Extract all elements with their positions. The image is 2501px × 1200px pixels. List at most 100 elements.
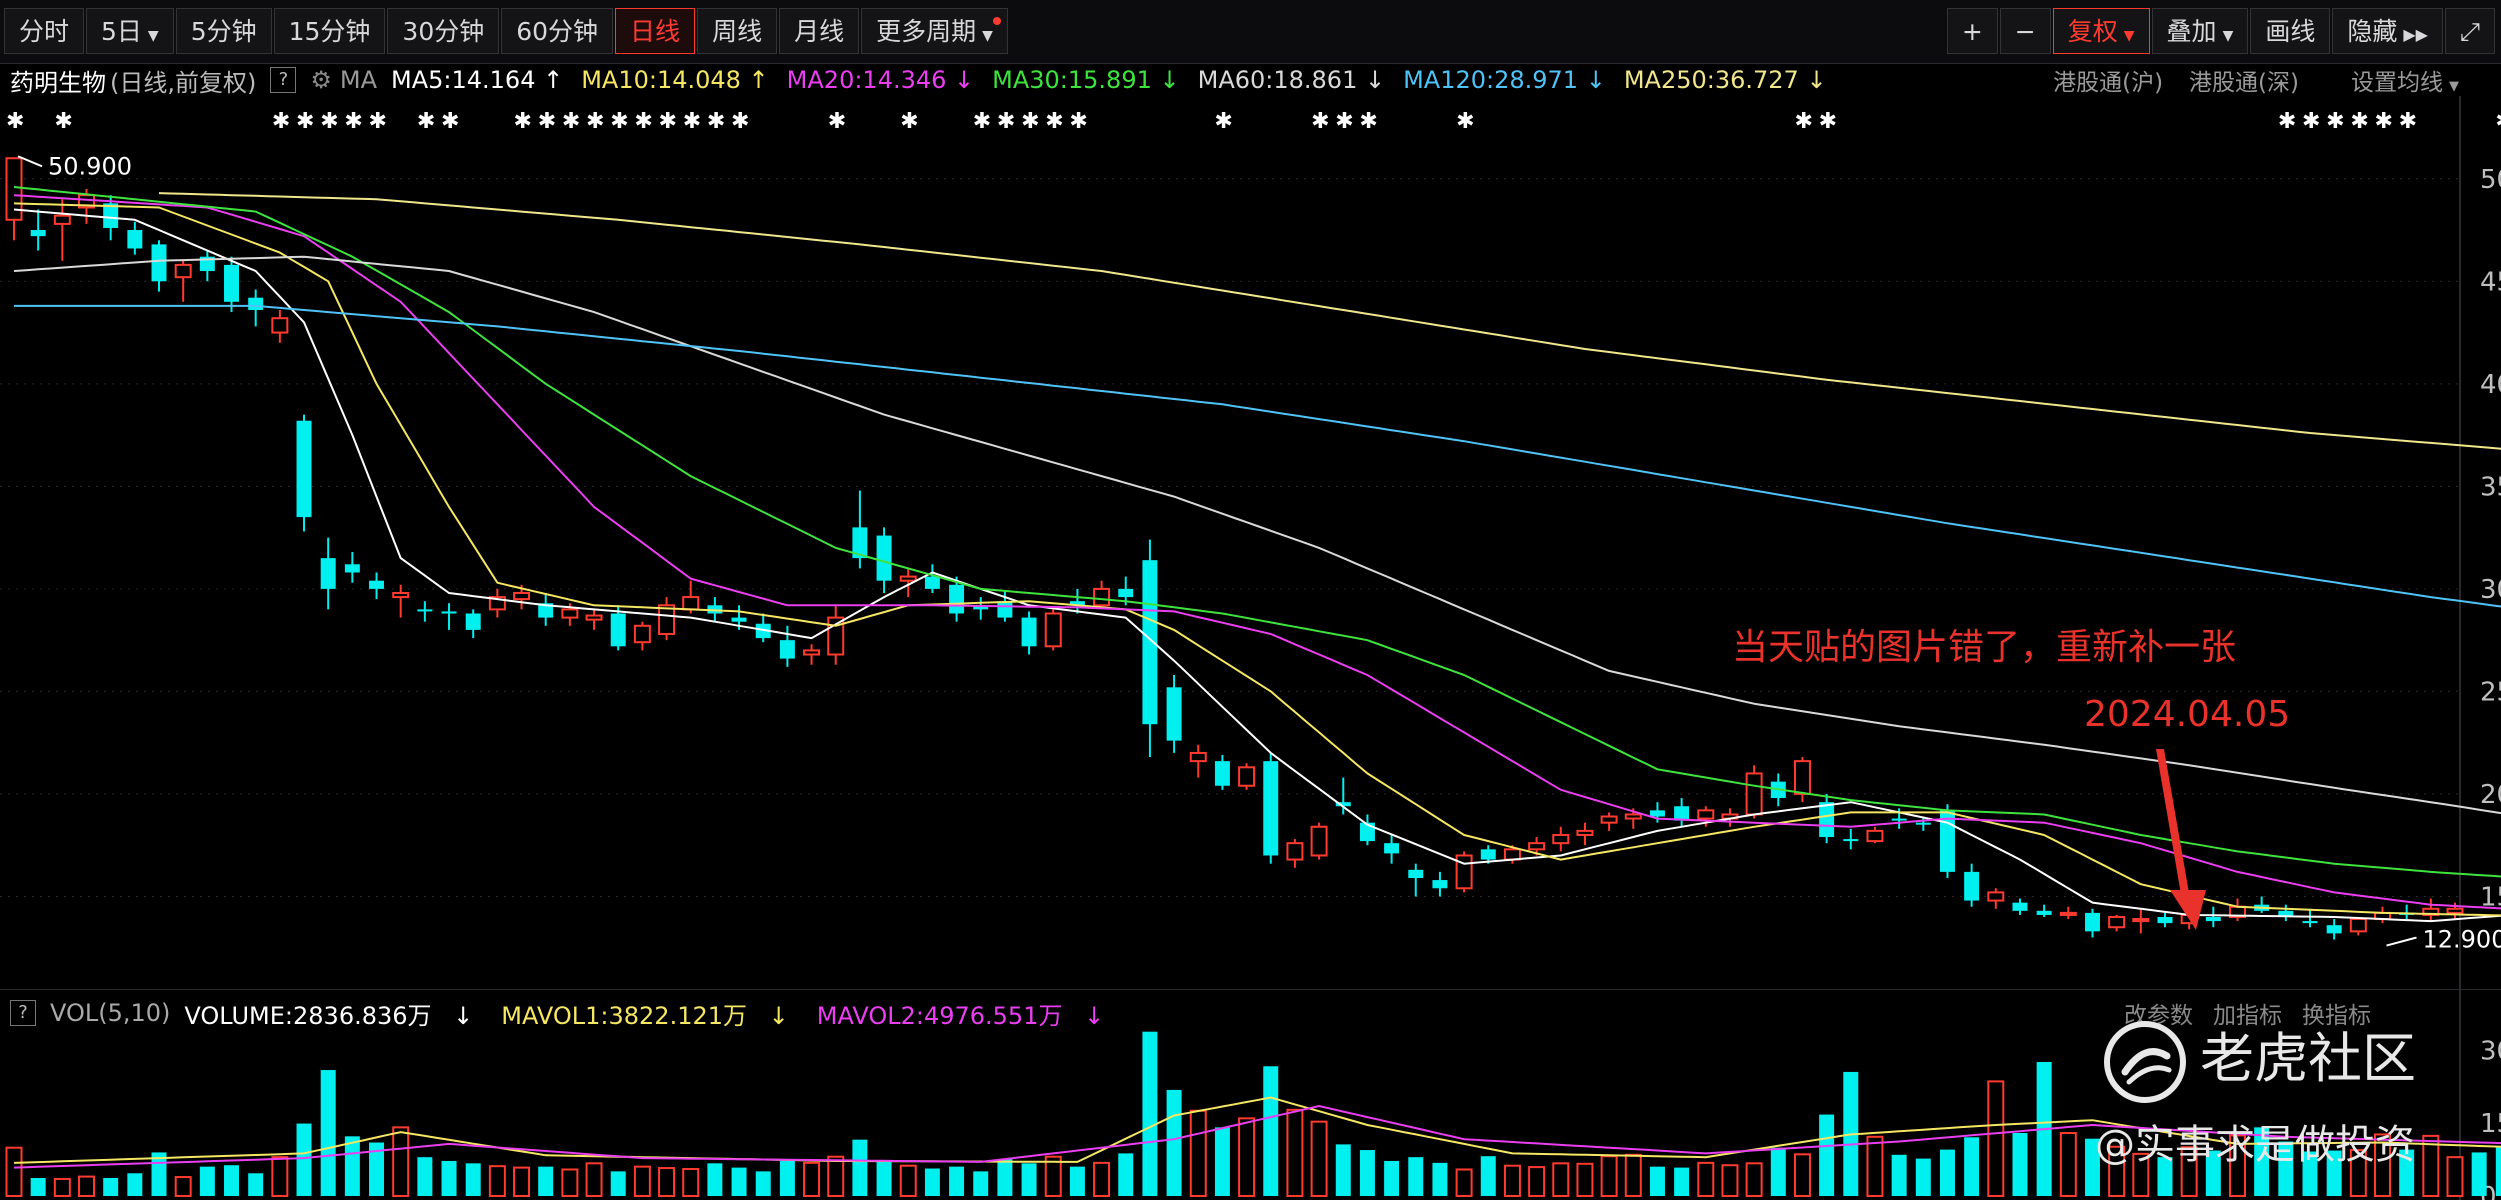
candle bbox=[779, 625, 795, 667]
tab-60min[interactable]: 60分钟 bbox=[501, 8, 614, 54]
hk-connect-sz-link[interactable]: 港股通(深) bbox=[2189, 70, 2299, 96]
candle bbox=[1263, 752, 1279, 864]
hide-button[interactable]: 隐藏 ▶▶ bbox=[2332, 8, 2443, 54]
tab-minute[interactable]: 分时 bbox=[4, 8, 85, 54]
event-marker: ✱ bbox=[900, 109, 918, 134]
draw-button[interactable]: 画线 bbox=[2250, 8, 2331, 54]
volume-bar bbox=[1432, 1162, 1448, 1196]
candle bbox=[2012, 898, 2028, 915]
candle-body bbox=[2446, 907, 2464, 914]
tab-5min[interactable]: 5分钟 bbox=[175, 8, 272, 54]
chevron-down-icon: ▼ bbox=[2222, 28, 2234, 44]
candle bbox=[899, 568, 917, 598]
candle bbox=[2422, 898, 2440, 922]
volume-bar bbox=[1964, 1137, 1980, 1196]
candle-body bbox=[2302, 921, 2318, 924]
candle bbox=[1793, 757, 1811, 803]
volume-bar bbox=[2422, 1134, 2440, 1198]
candle-body bbox=[1432, 880, 1448, 889]
candle-body bbox=[1503, 848, 1521, 861]
y-tick-label: 15.000 bbox=[2480, 882, 2501, 912]
event-marker: ✱ bbox=[1335, 109, 1353, 134]
event-marker: ✱ bbox=[1214, 109, 1232, 134]
candle bbox=[1021, 611, 1037, 655]
switch-indicator-link[interactable]: 换指标 bbox=[2302, 1003, 2371, 1029]
volume-bar bbox=[731, 1167, 747, 1196]
candle-body bbox=[610, 613, 626, 647]
event-marker: ✱ bbox=[417, 109, 435, 134]
candle bbox=[2059, 906, 2077, 920]
zoom-out-button[interactable]: − bbox=[1999, 8, 2051, 54]
ma-line-ma5 bbox=[13, 208, 2501, 923]
candle-body bbox=[2059, 911, 2077, 916]
volume-bar bbox=[1359, 1150, 1375, 1196]
candlestick-chart[interactable]: 50.000 45.000 40.000 35.000 30.000 25.000 20.0… bbox=[0, 64, 2501, 990]
tab-5day[interactable]: 5日 ▼ bbox=[86, 8, 174, 54]
candle bbox=[2254, 896, 2270, 913]
tab-30min[interactable]: 30分钟 bbox=[387, 8, 500, 54]
tab-label: 周线 bbox=[712, 17, 763, 46]
tab-monthly[interactable]: 月线 bbox=[779, 8, 860, 54]
candle-body bbox=[852, 527, 868, 559]
candle-body bbox=[513, 591, 531, 601]
add-indicator-link[interactable]: 加指标 bbox=[2213, 1003, 2282, 1029]
volume-bar bbox=[2012, 1133, 2028, 1196]
watermark-brand: 老虎社区 bbox=[2200, 1027, 2416, 1090]
candle-body bbox=[1674, 806, 1690, 821]
help-icon[interactable]: ? bbox=[10, 1000, 36, 1026]
adjust-button[interactable]: 复权 ▼ bbox=[2052, 8, 2150, 54]
candle-body bbox=[803, 649, 821, 656]
gear-icon[interactable]: ⚙ bbox=[310, 66, 332, 94]
volume-bar bbox=[852, 1139, 868, 1196]
candle bbox=[151, 240, 167, 292]
fullscreen-button[interactable]: ⤢ bbox=[2444, 8, 2495, 54]
volume-bar bbox=[1624, 1153, 1642, 1198]
event-marker: ✱ bbox=[2374, 109, 2392, 134]
zoom-in-button[interactable]: + bbox=[1946, 8, 1998, 54]
candle bbox=[1964, 863, 1980, 907]
volume-bar bbox=[1770, 1147, 1786, 1196]
hk-connect-sh-link[interactable]: 港股通(沪) bbox=[2053, 70, 2164, 96]
volume-bar bbox=[441, 1160, 457, 1196]
event-marker: ✱ bbox=[1045, 109, 1063, 134]
event-marker: ✱ bbox=[2326, 109, 2344, 134]
candle bbox=[1939, 804, 1955, 879]
tab-daily[interactable]: 日线 bbox=[615, 8, 696, 54]
event-marker: ✱ bbox=[320, 109, 338, 134]
set-ma-label: 设置均线 bbox=[2351, 70, 2443, 96]
overlay-button[interactable]: 叠加 ▼ bbox=[2151, 8, 2249, 54]
candle-body bbox=[2205, 916, 2221, 922]
candle-body bbox=[949, 584, 965, 614]
tab-15min[interactable]: 15分钟 bbox=[273, 8, 386, 54]
candle bbox=[538, 592, 554, 626]
candle bbox=[827, 605, 845, 665]
candle bbox=[2036, 904, 2052, 917]
candle bbox=[1408, 863, 1424, 897]
help-icon[interactable]: ? bbox=[270, 67, 297, 93]
candle-body bbox=[369, 580, 385, 589]
candle-body bbox=[1576, 829, 1594, 836]
tab-more-periods[interactable]: 更多周期 ▼ bbox=[861, 8, 1008, 54]
candle bbox=[1384, 834, 1400, 864]
set-ma-link[interactable]: 设置均线 ▼ bbox=[2325, 63, 2459, 97]
candle-body bbox=[2108, 915, 2126, 929]
tab-label: 日线 bbox=[630, 17, 681, 46]
ma-line-ma30 bbox=[13, 186, 2501, 878]
arrow-down-icon: ↓ bbox=[761, 1001, 789, 1030]
candle-body bbox=[1214, 761, 1230, 786]
event-marker: ✱ bbox=[538, 109, 556, 134]
candle-body bbox=[2349, 918, 2367, 933]
tab-weekly[interactable]: 周线 bbox=[697, 8, 778, 54]
candle bbox=[1044, 609, 1062, 651]
tab-label: 5日 bbox=[101, 17, 142, 46]
candle bbox=[2108, 914, 2126, 932]
mavol1-line bbox=[13, 1096, 2501, 1164]
volume-chart[interactable]: 307015400.000 bbox=[0, 990, 2501, 1200]
volume-bar bbox=[561, 1168, 579, 1197]
event-marker: ✱ bbox=[441, 109, 459, 134]
volume-bar bbox=[1263, 1066, 1279, 1196]
stock-name: 药明生物 bbox=[10, 68, 106, 97]
candle-body bbox=[1238, 766, 1256, 787]
ma-value-0: MA5:14.164 ↑ bbox=[391, 66, 564, 94]
candle-body bbox=[1649, 810, 1665, 817]
